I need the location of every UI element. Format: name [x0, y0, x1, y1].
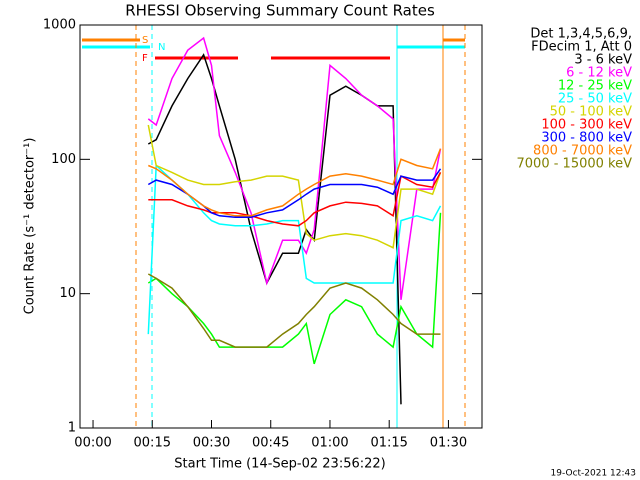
x-tick-label: 01:00 [311, 436, 348, 451]
legend-header: Det 1,3,4,5,6,9, [530, 27, 632, 42]
legend-entry: 50 - 100 keV [550, 105, 633, 120]
flag-label: S [142, 35, 148, 46]
y-axis-label: Count Rate (s⁻¹ detector⁻¹) [23, 138, 38, 315]
series-line [148, 148, 442, 217]
legend-entry: 800 - 7000 keV [533, 144, 632, 159]
legend-entry: 25 - 50 keV [558, 92, 632, 107]
x-tick-label: 00:00 [74, 436, 111, 451]
legend-entry: 6 - 12 keV [566, 66, 632, 81]
series-line [147, 163, 442, 335]
legend-entry: 12 - 25 keV [558, 79, 632, 94]
x-tick-label: 00:45 [252, 436, 289, 451]
legend-entry: 3 - 6 keV [574, 53, 632, 68]
flag-label: F [142, 53, 148, 64]
x-axis-label: Start Time (14-Sep-02 23:56:22) [174, 457, 385, 472]
series-line [147, 53, 402, 405]
y-tick-label: 10 [59, 286, 76, 301]
series-line [147, 273, 441, 348]
series-line [147, 36, 442, 300]
x-tick-label: 00:30 [193, 436, 230, 451]
plot-frame [79, 24, 483, 429]
legend-entry: 300 - 800 keV [541, 131, 632, 146]
y-tick-label: 1000 [43, 18, 76, 33]
series-line [148, 172, 442, 227]
x-tick-label: 01:15 [370, 436, 407, 451]
x-tick-label: 00:15 [134, 436, 171, 451]
legend-entry: 100 - 300 keV [541, 118, 632, 133]
series-line [147, 124, 442, 249]
timestamp: 19-Oct-2021 12:43 [551, 469, 636, 479]
chart-title: RHESSI Observing Summary Count Rates [125, 2, 435, 20]
y-tick-label: 100 [51, 152, 76, 167]
series-line [147, 212, 442, 365]
x-tick-label: 01:30 [430, 436, 467, 451]
flag-label: N [158, 42, 165, 53]
legend-header: FDecim 1, Att 0 [531, 40, 632, 55]
legend-entry: 7000 - 15000 keV [517, 157, 633, 172]
y-tick-label: 1 [68, 421, 76, 436]
